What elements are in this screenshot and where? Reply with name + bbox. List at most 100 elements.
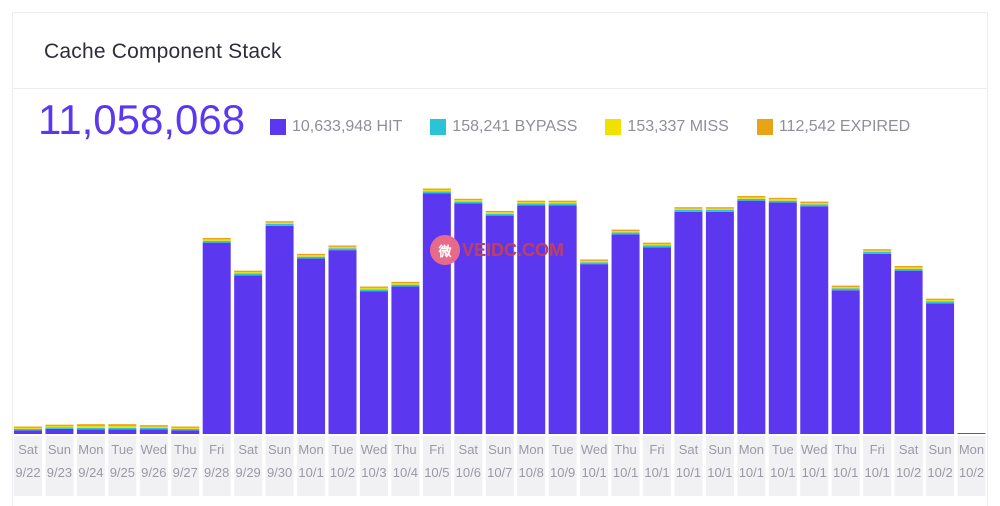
bar-segment-expired[interactable] — [359, 286, 388, 288]
bar-segment-expired[interactable] — [737, 196, 766, 198]
bar-segment-miss[interactable] — [548, 202, 577, 204]
bar-segment-hit[interactable] — [863, 253, 892, 434]
bar-segment-miss[interactable] — [202, 239, 231, 241]
bar-segment-miss[interactable] — [76, 426, 105, 428]
bar-segment-hit[interactable] — [926, 303, 955, 434]
bar-segment-hit[interactable] — [234, 275, 263, 434]
bar-segment-hit[interactable] — [643, 247, 671, 434]
bar-segment-hit[interactable] — [391, 286, 420, 434]
bar-segment-hit[interactable] — [45, 428, 74, 434]
bar-segment-miss[interactable] — [800, 203, 829, 205]
bar-segment-hit[interactable] — [422, 193, 451, 434]
bar-segment-expired[interactable] — [674, 207, 703, 209]
bar-segment-miss[interactable] — [674, 208, 703, 210]
bar-segment-expired[interactable] — [831, 285, 860, 287]
bar-segment-miss[interactable] — [14, 427, 42, 429]
bar-segment-bypass[interactable] — [894, 268, 923, 271]
bar-segment-bypass[interactable] — [139, 427, 168, 430]
bar-segment-hit[interactable] — [737, 200, 766, 434]
legend-item-expired[interactable]: 112,542 EXPIRED — [756, 118, 910, 136]
bar-segment-bypass[interactable] — [863, 252, 892, 254]
bar-segment-bypass[interactable] — [517, 203, 546, 206]
bar-segment-hit[interactable] — [454, 203, 483, 434]
bar-segment-miss[interactable] — [422, 189, 451, 192]
bar-segment-bypass[interactable] — [171, 428, 200, 431]
bar-segment-bypass[interactable] — [611, 232, 640, 235]
bar-segment-bypass[interactable] — [391, 284, 420, 287]
bar-segment-expired[interactable] — [14, 426, 42, 428]
bar-segment-hit[interactable] — [14, 430, 42, 434]
bar-segment-hit[interactable] — [265, 225, 294, 434]
bar-segment-miss[interactable] — [139, 426, 168, 428]
bar-segment-expired[interactable] — [202, 238, 231, 240]
bar-segment-expired[interactable] — [297, 253, 326, 256]
bar-segment-miss[interactable] — [359, 287, 388, 290]
bar-segment-miss[interactable] — [454, 200, 483, 202]
bar-segment-hit[interactable] — [580, 264, 609, 434]
bar-segment-expired[interactable] — [705, 207, 734, 209]
bar-segment-miss[interactable] — [517, 202, 546, 204]
bar-segment-bypass[interactable] — [45, 427, 74, 429]
bar-segment-hit[interactable] — [705, 211, 734, 434]
bar-segment-bypass[interactable] — [297, 256, 326, 259]
bar-segment-bypass[interactable] — [202, 240, 231, 243]
bar-segment-bypass[interactable] — [831, 288, 860, 291]
bar-segment-miss[interactable] — [108, 426, 137, 428]
bar-segment-bypass[interactable] — [768, 200, 797, 203]
bar-segment-hit[interactable] — [485, 215, 514, 434]
legend-item-hit[interactable]: 10,633,948 HIT — [270, 118, 402, 136]
bar-segment-expired[interactable] — [517, 200, 546, 203]
bar-segment-bypass[interactable] — [705, 210, 734, 212]
bar-segment-miss[interactable] — [926, 300, 955, 302]
bar-segment-bypass[interactable] — [580, 262, 609, 265]
bar-segment-expired[interactable] — [328, 245, 357, 247]
bar-segment-hit[interactable] — [359, 291, 388, 434]
bar-segment-miss[interactable] — [391, 283, 420, 285]
bar-segment-bypass[interactable] — [422, 191, 451, 194]
bar-segment-bypass[interactable] — [76, 427, 105, 430]
bar-segment-miss[interactable] — [894, 267, 923, 269]
bar-segment-hit[interactable] — [800, 206, 829, 434]
bar-segment-bypass[interactable] — [359, 289, 388, 292]
bar-segment-hit[interactable] — [768, 202, 797, 434]
bar-segment-hit[interactable] — [894, 270, 923, 434]
bar-segment-miss[interactable] — [328, 246, 357, 249]
bar-segment-expired[interactable] — [108, 424, 137, 427]
bar-segment-expired[interactable] — [391, 281, 420, 284]
bar-segment-expired[interactable] — [234, 270, 263, 273]
bar-segment-expired[interactable] — [894, 266, 923, 268]
bar-segment-miss[interactable] — [45, 426, 74, 428]
bar-segment-bypass[interactable] — [14, 428, 42, 431]
bar-segment-expired[interactable] — [265, 221, 294, 223]
bar-segment-hit[interactable] — [957, 433, 986, 434]
bar-segment-hit[interactable] — [76, 429, 105, 434]
bar-segment-bypass[interactable] — [234, 273, 263, 276]
legend-item-miss[interactable]: 153,337 MISS — [605, 118, 729, 136]
bar-segment-hit[interactable] — [328, 250, 357, 434]
bar-segment-miss[interactable] — [705, 208, 734, 210]
bar-segment-hit[interactable] — [202, 242, 231, 434]
bar-segment-miss[interactable] — [234, 272, 263, 274]
bar-segment-miss[interactable] — [831, 287, 860, 289]
bar-segment-hit[interactable] — [297, 258, 326, 434]
bar-segment-bypass[interactable] — [485, 213, 514, 216]
bar-segment-expired[interactable] — [800, 201, 829, 203]
bar-segment-miss[interactable] — [297, 255, 326, 257]
bar-segment-expired[interactable] — [485, 210, 514, 213]
bar-segment-bypass[interactable] — [548, 203, 577, 206]
bar-segment-miss[interactable] — [611, 231, 640, 233]
bar-segment-miss[interactable] — [768, 199, 797, 201]
bar-segment-hit[interactable] — [139, 429, 168, 434]
bar-segment-bypass[interactable] — [800, 204, 829, 207]
bar-segment-bypass[interactable] — [454, 201, 483, 204]
bar-segment-expired[interactable] — [76, 424, 105, 427]
bar-segment-expired[interactable] — [643, 242, 671, 245]
bar-segment-miss[interactable] — [580, 260, 609, 263]
bar-segment-expired[interactable] — [139, 425, 168, 427]
bar-segment-bypass[interactable] — [926, 301, 955, 304]
bar-segment-bypass[interactable] — [674, 210, 703, 212]
bar-segment-hit[interactable] — [548, 205, 577, 434]
bar-segment-expired[interactable] — [580, 259, 609, 261]
bar-segment-expired[interactable] — [171, 426, 200, 428]
bar-segment-bypass[interactable] — [643, 245, 671, 248]
